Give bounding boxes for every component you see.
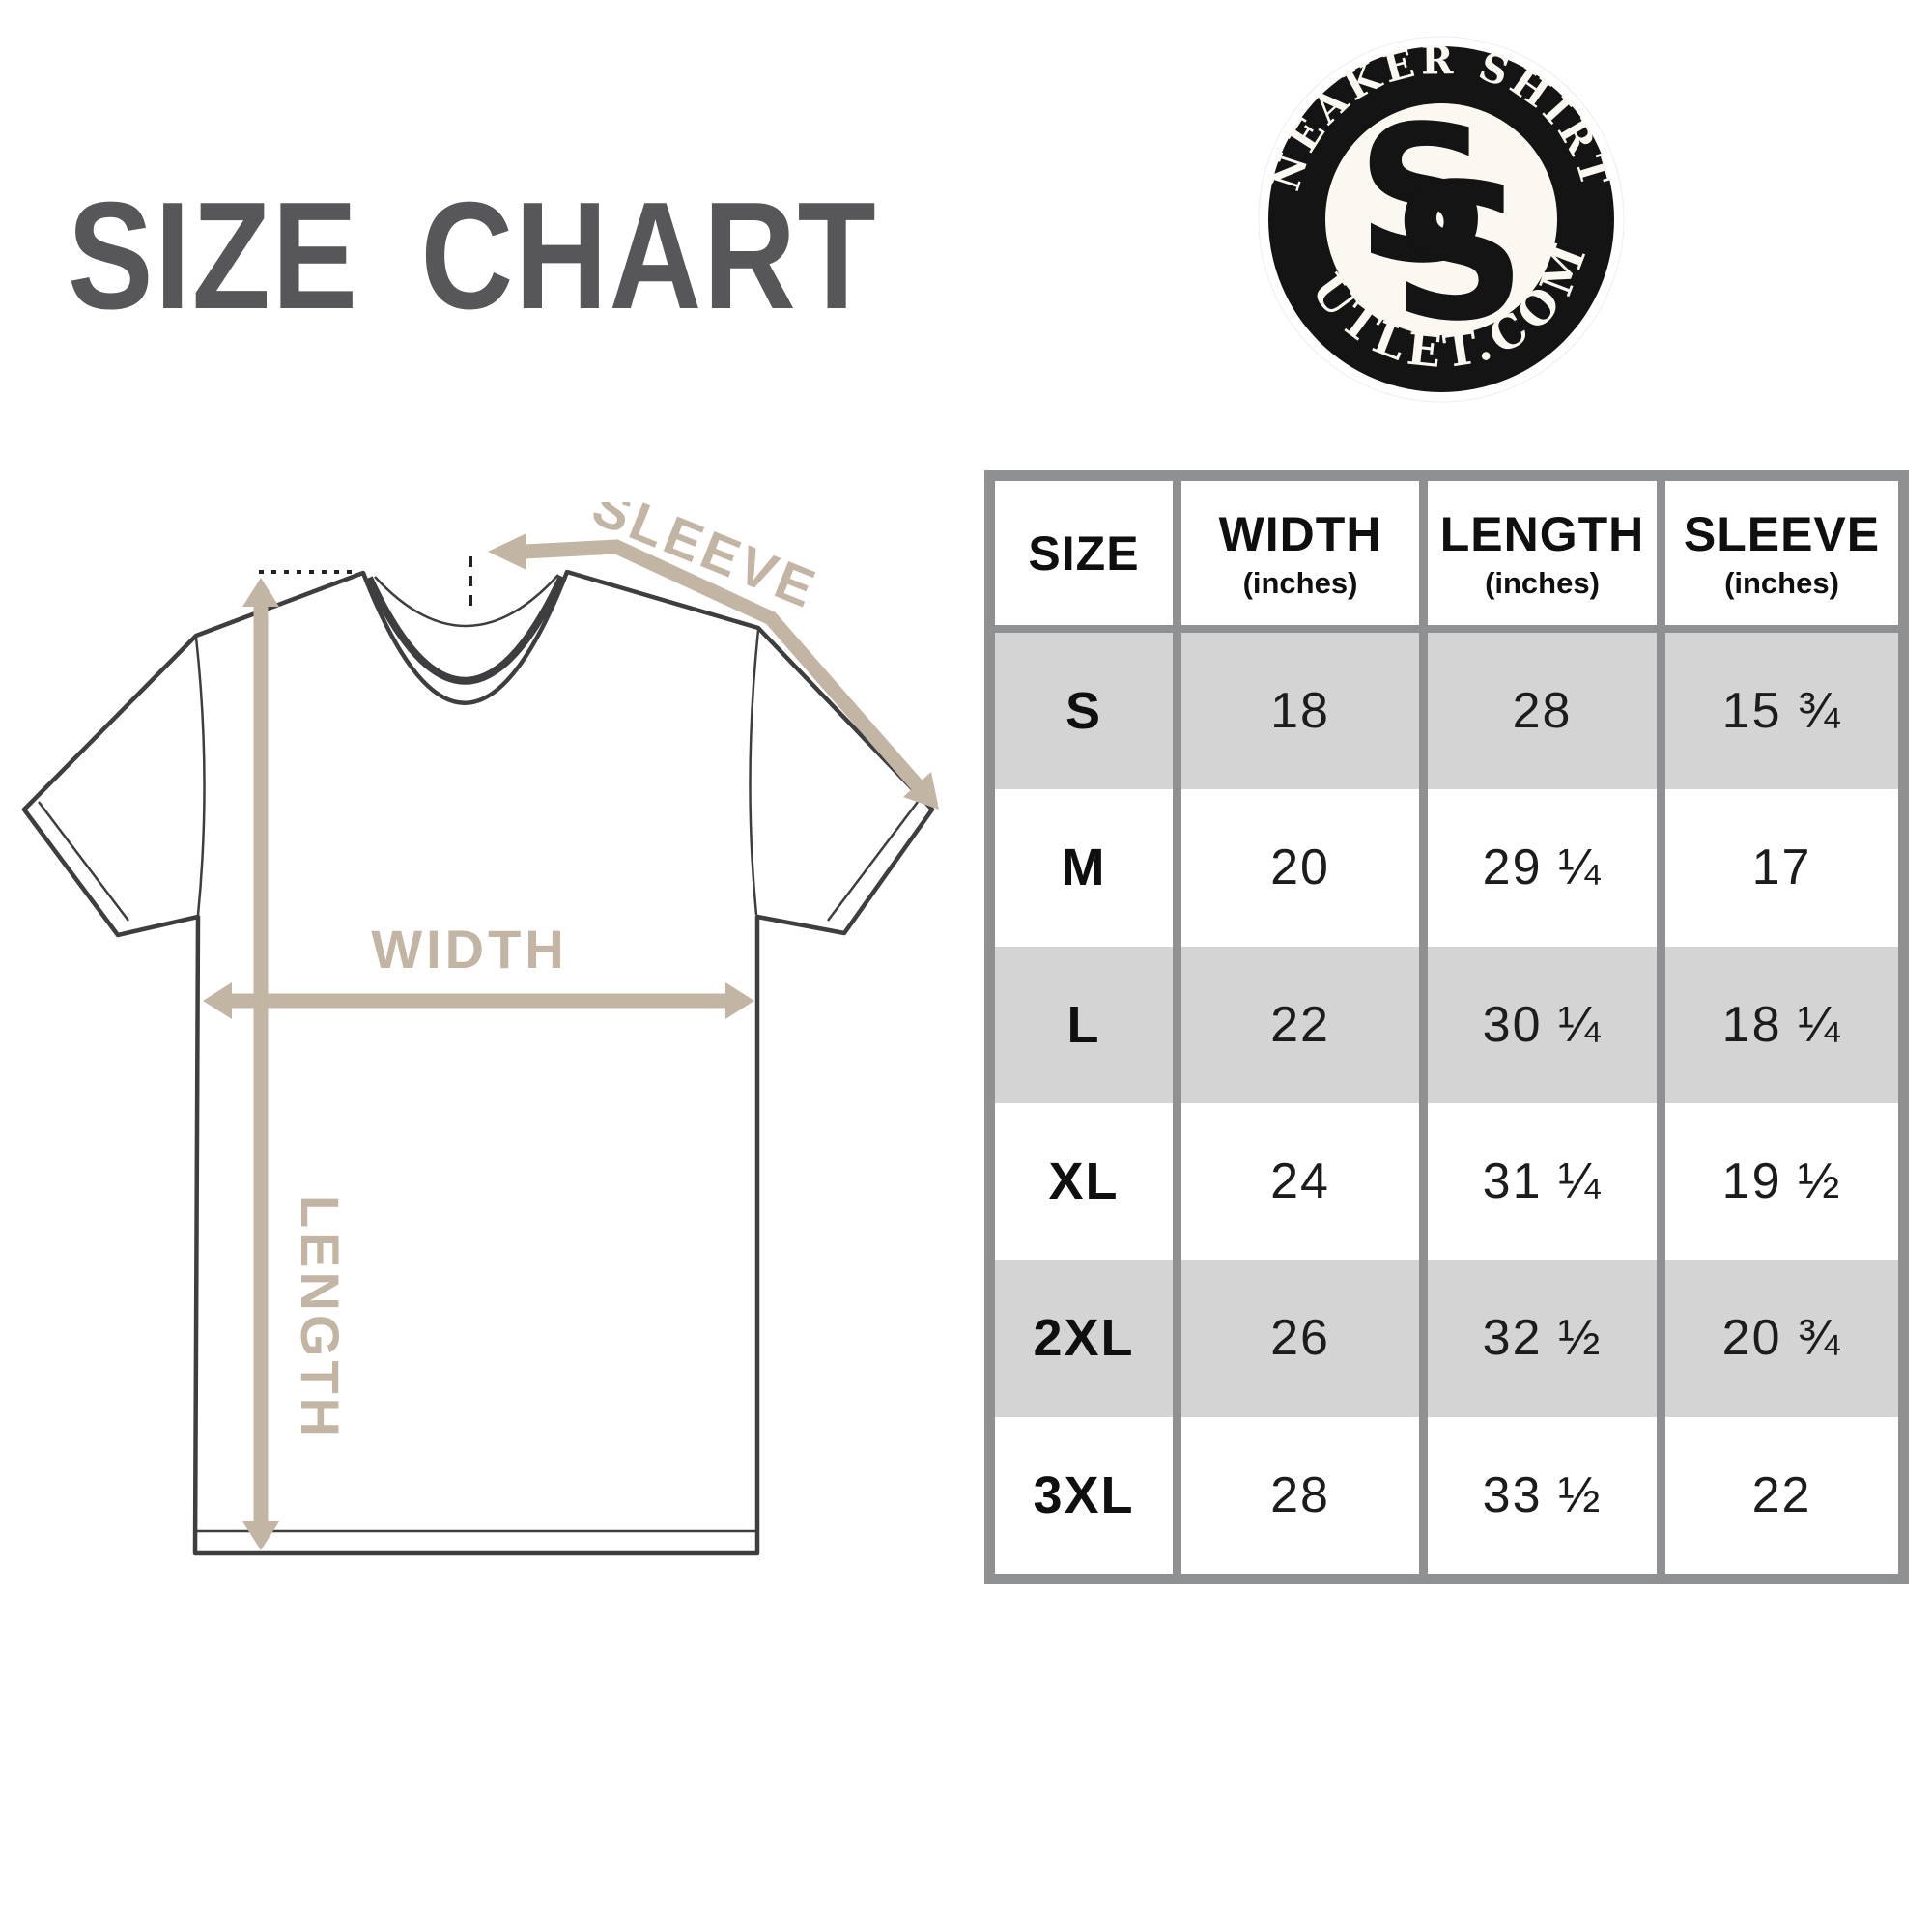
width-arrow [203,982,754,1019]
sleeve-arrow [488,533,939,810]
table-row-xl-sleeve: 19 ½ [1665,1102,1898,1261]
left-body-seam [194,637,206,916]
table-row-xl-length: 31 ¼ [1428,1102,1657,1261]
table-row-3xl-width: 28 [1181,1416,1419,1574]
table-row-m-length: 29 ¼ [1428,789,1657,947]
table-row-m-sleeve: 17 [1665,789,1898,947]
header-width-unit: (inches) [1242,565,1358,600]
table-row-2xl-width: 26 [1181,1260,1419,1417]
logo-inner-circle [1325,103,1557,335]
width-label: WIDTH [371,919,568,980]
tshirt-outline [21,569,935,1556]
table-row-l-sleeve: 18 ¼ [1665,946,1898,1103]
table-row-2xl-sleeve: 20 ¾ [1665,1260,1898,1417]
table-row-l-size: L [995,946,1173,1103]
table-row-l-width: 22 [1181,946,1419,1103]
table-row-3xl-length: 33 ½ [1428,1416,1657,1574]
page-title: SIZE CHART [68,171,878,341]
size-table: SIZE WIDTH (inches) LENGTH (inches) SLEE… [984,470,1909,1584]
header-length-unit: (inches) [1485,565,1600,600]
header-size: SIZE [995,481,1173,633]
table-row-3xl-sleeve: 22 [1665,1416,1898,1574]
header-length: LENGTH (inches) [1428,481,1657,633]
table-row-xl-width: 24 [1181,1102,1419,1261]
monogram-s2: S [1391,143,1526,362]
header-sleeve-unit: (inches) [1724,565,1839,600]
table-row-s-size: S [995,633,1173,790]
table-row-l-length: 30 ¼ [1428,946,1657,1103]
collar-back-line [374,574,559,628]
header-width: WIDTH (inches) [1181,481,1419,633]
logo-monogram: S S [1356,85,1526,362]
table-row-2xl-length: 32 ½ [1428,1260,1657,1417]
length-label: LENGTH [290,1195,351,1440]
header-size-label: SIZE [1028,526,1140,581]
table-row-s-sleeve: 15 ¾ [1665,633,1898,790]
header-sleeve-label: SLEEVE [1683,506,1881,561]
table-row-s-length: 28 [1428,633,1657,790]
header-length-label: LENGTH [1439,506,1645,561]
left-sleeve-hem [38,801,129,922]
right-body-seam [749,629,760,916]
length-arrow [242,578,279,1550]
brand-logo: SNEAKER SHIRTS OUTLET.COM S S [1258,36,1625,403]
header-width-label: WIDTH [1218,506,1382,561]
table-row-m-size: M [995,789,1173,947]
table-row-s-width: 18 [1181,633,1419,790]
header-sleeve: SLEEVE (inches) [1665,481,1898,633]
table-row-m-width: 20 [1181,789,1419,947]
table-row-2xl-size: 2XL [995,1260,1173,1417]
table-row-3xl-size: 3XL [995,1416,1173,1574]
table-row-xl-size: XL [995,1102,1173,1261]
tshirt-measure-diagram: WIDTH LENGTH SLEEVE [21,502,939,1556]
collar-rib-line [365,575,566,685]
monogram-s1: S [1356,85,1492,304]
right-sleeve-hem [827,801,919,922]
